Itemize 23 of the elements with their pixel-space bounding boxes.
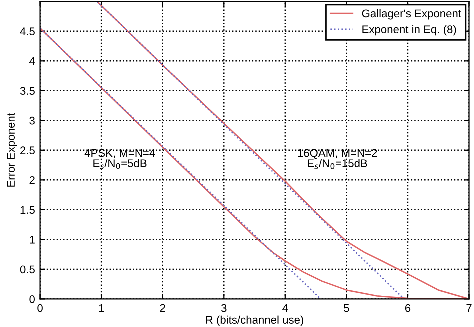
- legend-label: Exponent in Eq. (8): [362, 25, 456, 36]
- x-tick-label: 7: [466, 304, 472, 312]
- x-tick-label: 3: [221, 304, 227, 312]
- y-tick-label: 1.5: [20, 206, 35, 214]
- y-tick-label: 3.5: [20, 87, 35, 96]
- y-tick-label: 0.5: [20, 266, 35, 274]
- y-tick-label: 2.5: [20, 146, 35, 155]
- annotation: 16QAM, M=N=2 E$_{s}$/N$_{0}$=15dB: [298, 149, 378, 170]
- y-tick-label: 0: [30, 295, 35, 304]
- y-tick-label: 1: [30, 236, 35, 244]
- x-tick-label: 6: [405, 304, 411, 312]
- y-tick-label: 3: [30, 116, 35, 125]
- x-tick-label: 1: [99, 304, 104, 312]
- x-tick-label: 4: [282, 304, 288, 312]
- y-tick-label: 4.5: [20, 28, 35, 36]
- y-axis-title: Error Exponent: [7, 113, 18, 187]
- x-tick-label: 5: [344, 304, 350, 312]
- x-tick-label: 2: [160, 304, 166, 312]
- y-tick-label: 4: [30, 58, 36, 66]
- legend-label: Gallager's Exponent: [362, 9, 462, 20]
- x-axis-title: R (bits/channel use): [206, 316, 304, 326]
- x-tick-label: 0: [38, 304, 43, 312]
- y-tick-label: 2: [30, 176, 35, 184]
